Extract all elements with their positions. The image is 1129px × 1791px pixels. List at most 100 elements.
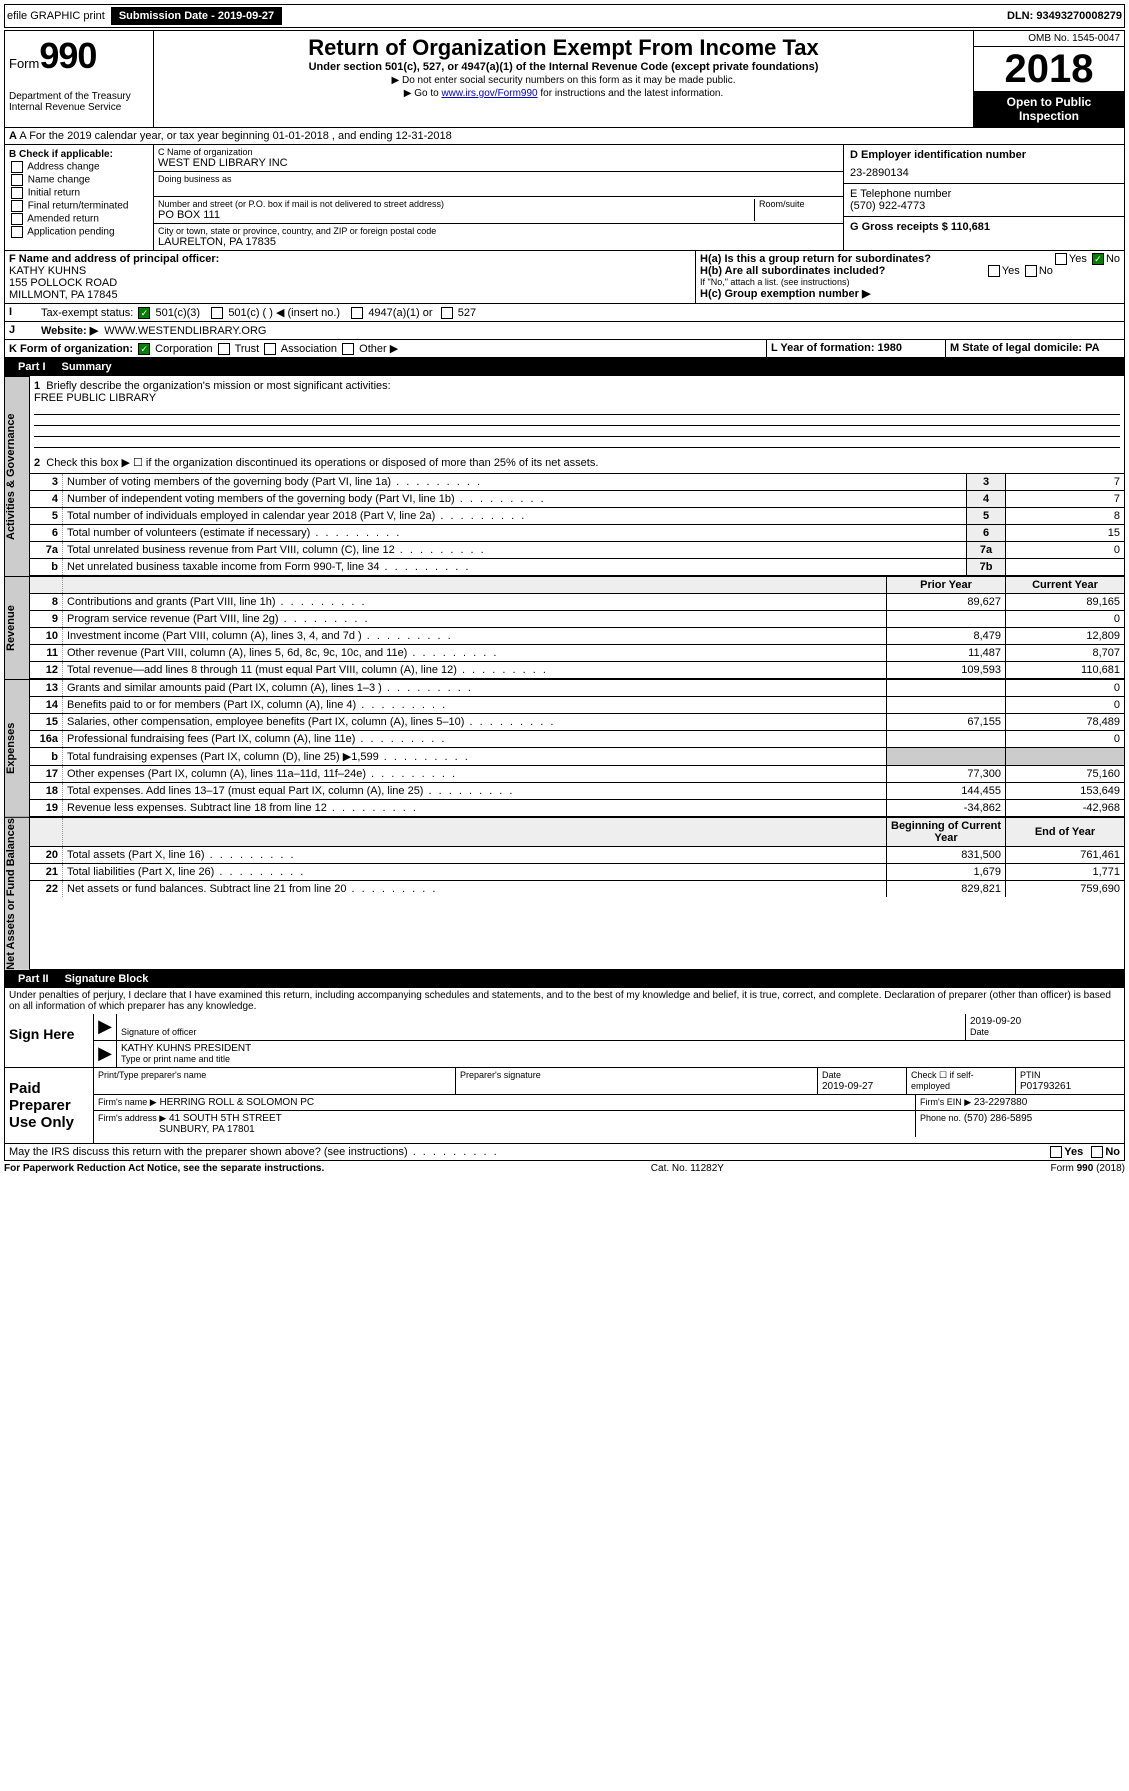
check-initial-return[interactable]: Initial return — [9, 187, 149, 199]
revenue-table: Prior YearCurrent Year 8Contributions an… — [30, 576, 1124, 678]
firm-ein: 23-2297880 — [974, 1097, 1027, 1108]
expenses-table: 13Grants and similar amounts paid (Part … — [30, 679, 1124, 816]
opt-4947: 4947(a)(1) or — [368, 307, 432, 319]
org-name-label: C Name of organization — [158, 147, 839, 157]
form-header: Form990 Department of the Treasury Inter… — [4, 30, 1125, 128]
officer-addr2: MILLMONT, PA 17845 — [9, 289, 118, 301]
open-to-public: Open to Public Inspection — [974, 91, 1124, 127]
check-corporation[interactable]: ✓ — [138, 343, 150, 355]
omb-number: OMB No. 1545-0047 — [974, 31, 1124, 47]
table-row: 19Revenue less expenses. Subtract line 1… — [30, 800, 1124, 817]
self-employed-check[interactable]: Check ☐ if self-employed — [911, 1070, 974, 1091]
hb-yes[interactable]: Yes — [1002, 265, 1020, 277]
sig-officer-label: Signature of officer — [121, 1027, 196, 1037]
discuss-label: May the IRS discuss this return with the… — [9, 1146, 408, 1158]
main-title: Return of Organization Exempt From Incom… — [162, 35, 965, 61]
ha-no: No — [1106, 253, 1120, 265]
tax-year: 2018 — [974, 47, 1124, 91]
prep-date-label: Date — [822, 1070, 841, 1080]
table-row: 5Total number of individuals employed in… — [30, 508, 1124, 525]
perjury-statement: Under penalties of perjury, I declare th… — [4, 988, 1125, 1014]
row-a-tax-year: A A For the 2019 calendar year, or tax y… — [4, 128, 1125, 145]
table-row: 7aTotal unrelated business revenue from … — [30, 542, 1124, 559]
footer-mid: Cat. No. 11282Y — [651, 1163, 724, 1174]
discuss-no[interactable]: No — [1105, 1146, 1120, 1158]
ha-no-check[interactable]: ✓ — [1092, 253, 1104, 265]
table-row: 14Benefits paid to or for members (Part … — [30, 697, 1124, 714]
check-501c3[interactable]: ✓ — [138, 307, 150, 319]
entity-grid: B Check if applicable: Address change Na… — [4, 145, 1125, 251]
efile-label: efile GRAPHIC print — [7, 10, 105, 22]
instr2-post: for instructions and the latest informat… — [538, 88, 724, 99]
col-b-title: B Check if applicable: — [9, 149, 113, 160]
instruction-2: ▶ Go to www.irs.gov/Form990 for instruct… — [162, 88, 965, 99]
firm-name-label: Firm's name ▶ — [98, 1097, 157, 1107]
hdr-current-year: Current Year — [1006, 577, 1125, 594]
firm-ein-label: Firm's EIN ▶ — [920, 1097, 971, 1107]
row-f-h: F Name and address of principal officer:… — [4, 251, 1125, 304]
page-footer: For Paperwork Reduction Act Notice, see … — [4, 1161, 1125, 1176]
part-i-header: Part I Summary — [4, 358, 1125, 376]
instr2-pre: ▶ Go to — [404, 88, 442, 99]
street-address: PO BOX 111 — [158, 209, 754, 221]
table-row: 15Salaries, other compensation, employee… — [30, 714, 1124, 731]
irs-link[interactable]: www.irs.gov/Form990 — [441, 88, 537, 99]
city-label: City or town, state or province, country… — [158, 226, 839, 236]
section-revenue: Revenue Prior YearCurrent Year 8Contribu… — [4, 576, 1125, 679]
q1-answer: FREE PUBLIC LIBRARY — [34, 392, 156, 404]
part-ii-title: Signature Block — [65, 973, 149, 985]
check-name-change[interactable]: Name change — [9, 174, 149, 186]
ptin-value: P01793261 — [1020, 1081, 1071, 1092]
check-final-return[interactable]: Final return/terminated — [9, 200, 149, 212]
officer-label: F Name and address of principal officer: — [9, 253, 219, 265]
preparer-sig-label: Preparer's signature — [460, 1070, 541, 1080]
firm-phone-label: Phone no. — [920, 1113, 961, 1123]
year-formation: L Year of formation: 1980 — [771, 342, 902, 354]
hdr-beginning-year: Beginning of Current Year — [887, 818, 1006, 847]
gross-receipts: G Gross receipts $ 110,681 — [850, 221, 990, 233]
hb-no[interactable]: No — [1039, 265, 1053, 277]
arrow-icon: ▶ — [94, 1041, 117, 1067]
col-c-org-info: C Name of organization WEST END LIBRARY … — [154, 145, 844, 250]
table-row: 20Total assets (Part X, line 16)831,5007… — [30, 847, 1124, 864]
table-row: 16aProfessional fundraising fees (Part I… — [30, 731, 1124, 748]
ein-label: D Employer identification number — [850, 149, 1118, 161]
instruction-1: ▶ Do not enter social security numbers o… — [162, 75, 965, 86]
arrow-icon: ▶ — [94, 1014, 117, 1040]
discuss-yes[interactable]: Yes — [1064, 1146, 1083, 1158]
part-ii-num: Part II — [10, 972, 57, 986]
table-row: 10Investment income (Part VIII, column (… — [30, 628, 1124, 645]
check-application-pending[interactable]: Application pending — [9, 226, 149, 238]
table-row: 18Total expenses. Add lines 13–17 (must … — [30, 783, 1124, 800]
prep-date: 2019-09-27 — [822, 1081, 873, 1092]
opt-trust: Trust — [235, 343, 260, 355]
form-number: 990 — [39, 35, 96, 76]
paid-preparer-label: Paid Preparer Use Only — [5, 1068, 94, 1143]
tax-exempt-label: Tax-exempt status: — [41, 307, 133, 319]
officer-name: KATHY KUHNS — [9, 265, 86, 277]
room-label: Room/suite — [759, 199, 839, 209]
q2-label: Check this box ▶ ☐ if the organization d… — [46, 457, 598, 469]
vtab-net-assets: Net Assets or Fund Balances — [4, 817, 30, 970]
opt-corp: Corporation — [155, 343, 212, 355]
check-amended-return[interactable]: Amended return — [9, 213, 149, 225]
table-row: 22Net assets or fund balances. Subtract … — [30, 881, 1124, 898]
preparer-name-label: Print/Type preparer's name — [98, 1070, 206, 1080]
check-address-change[interactable]: Address change — [9, 161, 149, 173]
hdr-end-year: End of Year — [1006, 818, 1125, 847]
dba-label: Doing business as — [158, 174, 839, 184]
submission-date-button[interactable]: Submission Date - 2019-09-27 — [111, 7, 282, 25]
hdr-prior-year: Prior Year — [887, 577, 1006, 594]
h-c-label: H(c) Group exemption number ▶ — [700, 288, 870, 300]
footer-right: Form 990 (2018) — [1051, 1163, 1125, 1174]
discuss-row: May the IRS discuss this return with the… — [4, 1144, 1125, 1161]
city-state-zip: LAURELTON, PA 17835 — [158, 236, 839, 248]
opt-501c3: 501(c)(3) — [155, 307, 200, 319]
opt-527: 527 — [458, 307, 476, 319]
row-i: I Tax-exempt status: ✓ 501(c)(3) 501(c) … — [4, 304, 1125, 322]
h-b-note: If "No," attach a list. (see instruction… — [700, 277, 1120, 287]
opt-501c: 501(c) ( ) ◀ (insert no.) — [228, 307, 340, 319]
ha-yes[interactable]: Yes — [1069, 253, 1087, 265]
state-domicile: M State of legal domicile: PA — [950, 342, 1100, 354]
website-value[interactable]: WWW.WESTENDLIBRARY.ORG — [104, 325, 266, 337]
